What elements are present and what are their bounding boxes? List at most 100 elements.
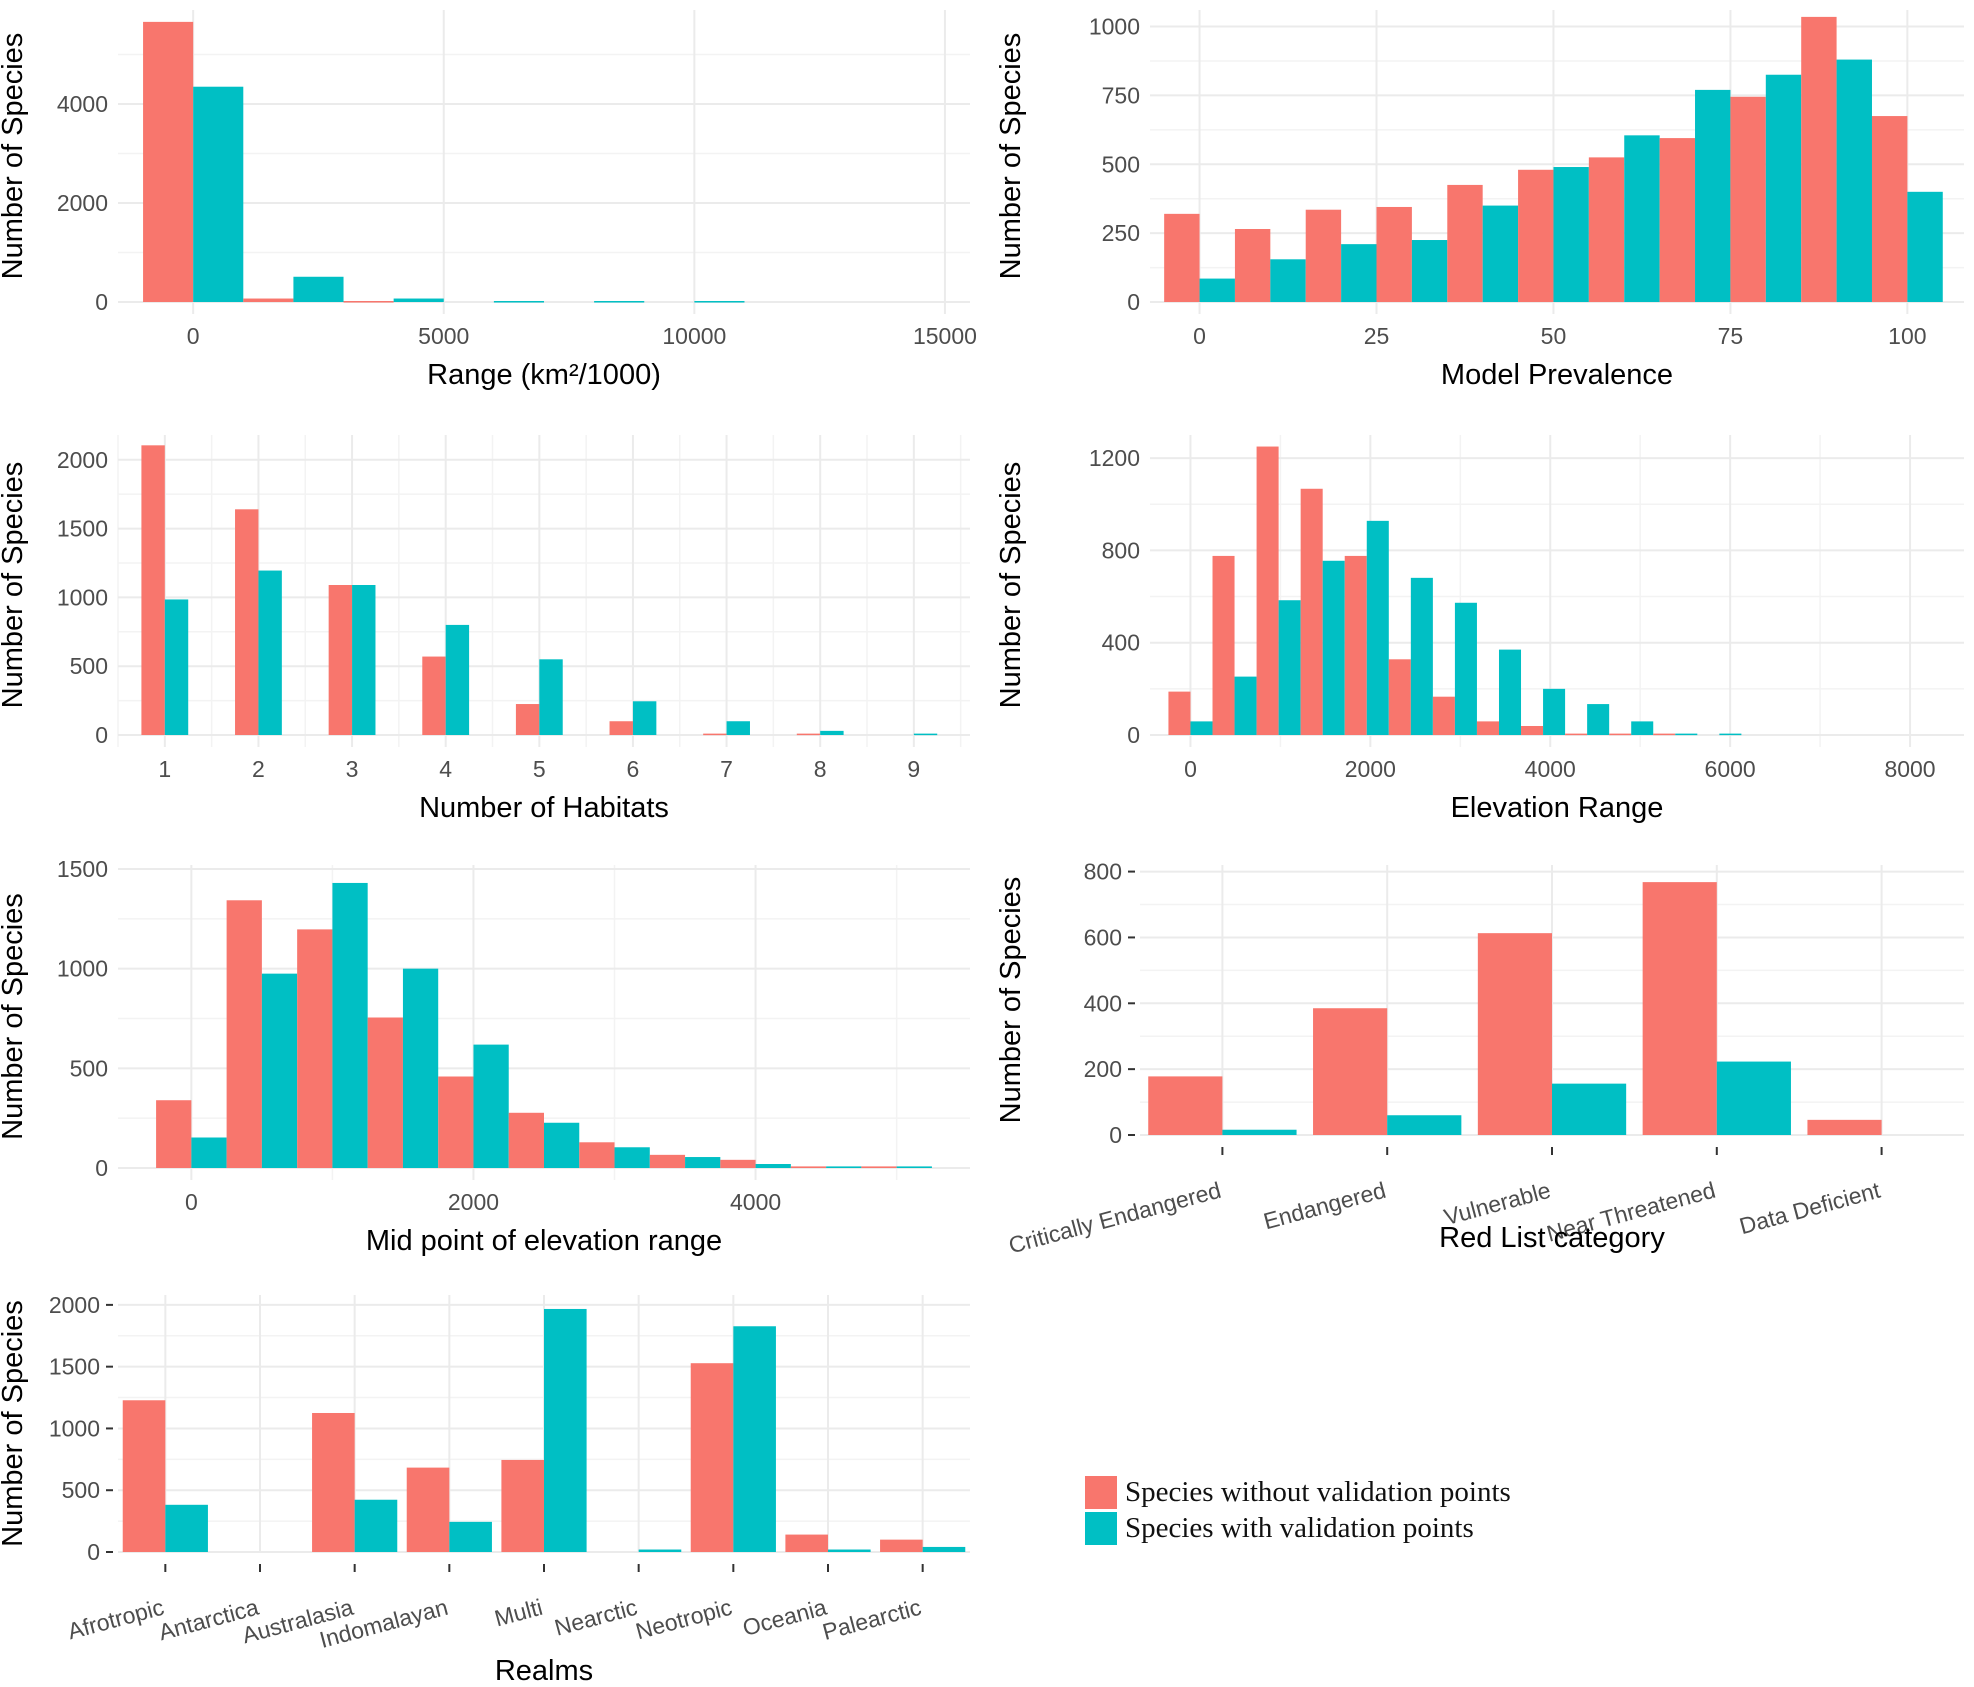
x-tick-label: 4000 xyxy=(1525,756,1576,782)
chart-realms: 0500100015002000AfrotropicAntarcticaAust… xyxy=(0,1292,970,1687)
x-tick-label: 100 xyxy=(1888,323,1926,349)
x-tick-label: 0 xyxy=(187,323,200,349)
x-tick-label: Palearctic xyxy=(820,1594,924,1645)
x-tick-label: 5 xyxy=(533,756,546,782)
bar-with xyxy=(685,1157,721,1168)
bar-with xyxy=(1719,733,1742,736)
bar-with xyxy=(828,1549,871,1552)
x-tick-label: 1 xyxy=(158,756,171,782)
bar-with xyxy=(1199,278,1235,302)
bar-without xyxy=(122,1400,166,1552)
x-tick-label: Neotropic xyxy=(633,1594,735,1645)
y-axis-title: Number of Species xyxy=(995,462,1027,709)
x-axis-title: Range (km²/1000) xyxy=(427,359,661,391)
legend-key-with xyxy=(1085,1511,1117,1545)
legend-label-with: Species with validation points xyxy=(1125,1511,1474,1544)
bar-without xyxy=(1807,1119,1882,1135)
bar-with xyxy=(896,1166,932,1168)
y-tick-label: 2000 xyxy=(57,447,108,473)
plot-area xyxy=(1140,865,1964,1136)
x-tick-label: 2 xyxy=(252,756,265,782)
bar-without xyxy=(720,1159,756,1168)
chart-redlist: 0 200 400 600 800 Critically Endangered Endang… xyxy=(995,859,1964,1259)
y-tick-label: 1200 xyxy=(1089,445,1140,471)
x-tick-label: 2000 xyxy=(448,1189,499,1215)
bar-with xyxy=(1498,649,1522,735)
x-axis-title: Red List category xyxy=(1439,1222,1665,1254)
bar-without xyxy=(1642,882,1717,1135)
y-tick-label: 800 xyxy=(1084,859,1122,885)
x-tick-label: 4 xyxy=(439,756,452,782)
x-tick-label: 7 xyxy=(720,756,733,782)
bar-without xyxy=(1588,157,1625,302)
bar-without xyxy=(343,301,394,303)
bar-without xyxy=(226,900,262,1168)
x-axis-title: Model Prevalence xyxy=(1441,359,1673,391)
bar-with xyxy=(1553,167,1589,302)
bar-with xyxy=(165,1504,208,1552)
bar-without xyxy=(515,704,540,735)
bar-without xyxy=(1376,206,1412,302)
bar-without xyxy=(367,1017,403,1168)
bar-without xyxy=(243,298,294,302)
bar-with xyxy=(261,973,298,1168)
bar-with xyxy=(1695,89,1731,302)
legend-label-without: Species without validation points xyxy=(1125,1475,1511,1508)
bar-with xyxy=(1482,205,1519,302)
bar-with xyxy=(1631,721,1654,735)
chart-elevation: 0 400 800 1200 0 2000 4000 6000 8000 Elevation Ra… xyxy=(995,435,1964,824)
bar-without xyxy=(1305,209,1342,302)
bar-without xyxy=(785,1534,828,1552)
y-tick-label: 1000 xyxy=(57,956,108,982)
x-axis-title: Mid point of elevation range xyxy=(366,1225,722,1257)
x-tick-label: 15000 xyxy=(913,323,977,349)
plot-area xyxy=(118,10,970,314)
bar-without xyxy=(438,1076,474,1168)
bar-without xyxy=(703,733,727,736)
x-tick-label: Critically Endangered xyxy=(1006,1177,1224,1259)
bar-with xyxy=(1341,244,1377,302)
bar-without xyxy=(1476,721,1499,735)
y-tick-label: 2000 xyxy=(57,190,108,216)
bar-without xyxy=(1447,184,1483,302)
bar-without xyxy=(328,585,353,735)
bar-with xyxy=(1234,676,1257,735)
bar-without xyxy=(1344,555,1367,735)
bar-without xyxy=(1659,138,1696,302)
bar-with xyxy=(393,298,444,302)
y-tick-label: 400 xyxy=(1084,990,1122,1016)
bar-without xyxy=(235,509,259,735)
bar-without xyxy=(1518,169,1554,302)
x-tick-label: 6 xyxy=(627,756,640,782)
bar-with xyxy=(594,301,645,303)
bar-without xyxy=(1609,733,1632,736)
legend-item-without: Species without validation points xyxy=(1085,1474,1511,1510)
bar-without xyxy=(156,1100,192,1168)
bar-with xyxy=(922,1546,966,1552)
bar-without xyxy=(1730,96,1766,302)
bar-with xyxy=(1278,600,1301,735)
bar-with xyxy=(1454,602,1477,735)
bar-with xyxy=(1765,74,1802,303)
legend-key-without xyxy=(1085,1475,1117,1509)
y-tick-label: 200 xyxy=(1084,1056,1122,1082)
x-tick-label: 2000 xyxy=(1345,756,1396,782)
chart-midpoint: 0 500 1000 1500 0 2000 4000 Mid point of elevat… xyxy=(0,856,970,1257)
bar-without xyxy=(790,1166,827,1168)
x-axis-title: Number of Habitats xyxy=(419,792,669,824)
bar-with xyxy=(638,1549,682,1552)
y-tick-label: 2000 xyxy=(49,1292,100,1318)
x-tick-label: 0 xyxy=(1184,756,1197,782)
bar-without xyxy=(1432,696,1455,735)
bar-with xyxy=(445,624,470,735)
bar-with xyxy=(1190,721,1213,735)
bar-with xyxy=(332,882,368,1168)
bar-with xyxy=(1410,577,1433,735)
bar-without xyxy=(861,1166,897,1168)
bar-without xyxy=(312,1412,355,1552)
y-tick-label: 500 xyxy=(70,653,108,679)
y-tick-label: 0 xyxy=(95,1155,108,1181)
bar-without xyxy=(1256,446,1279,735)
y-tick-label: 1000 xyxy=(49,1415,100,1441)
y-tick-label: 0 xyxy=(1109,1122,1122,1148)
